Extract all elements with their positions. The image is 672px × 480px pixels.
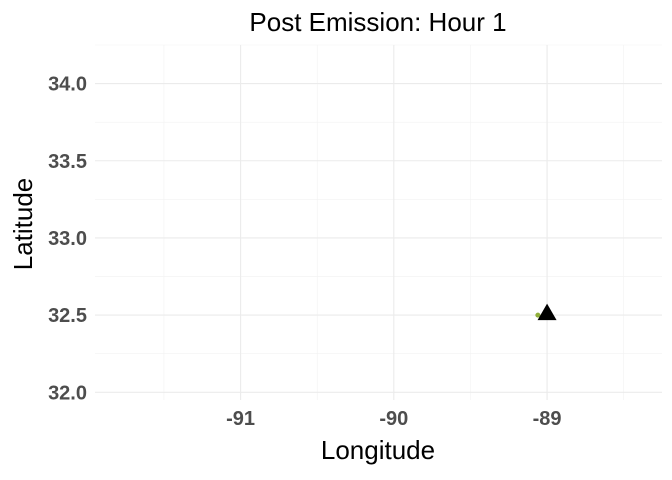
y-tick-label: 33.5 [48,151,87,173]
data-point-triangle [537,303,557,321]
y-axis-title: Latitude [8,178,38,271]
y-tick-label: 33.0 [48,228,87,250]
chart-title: Post Emission: Hour 1 [249,7,506,37]
y-tick-label: 32.0 [48,382,87,404]
y-tick-labels: 32.0 32.5 33.0 33.5 34.0 [48,74,87,405]
y-tick-label: 32.5 [48,305,87,327]
x-axis-title: Longitude [321,435,435,465]
x-tick-label: -90 [379,408,408,430]
x-tick-label: -91 [226,408,255,430]
data-points [535,303,557,321]
gridlines [95,44,662,400]
data-point-circle [535,312,541,318]
x-tick-labels: -91 -90 -89 [226,408,561,430]
y-tick-label: 34.0 [48,74,87,96]
x-tick-label: -89 [533,408,562,430]
